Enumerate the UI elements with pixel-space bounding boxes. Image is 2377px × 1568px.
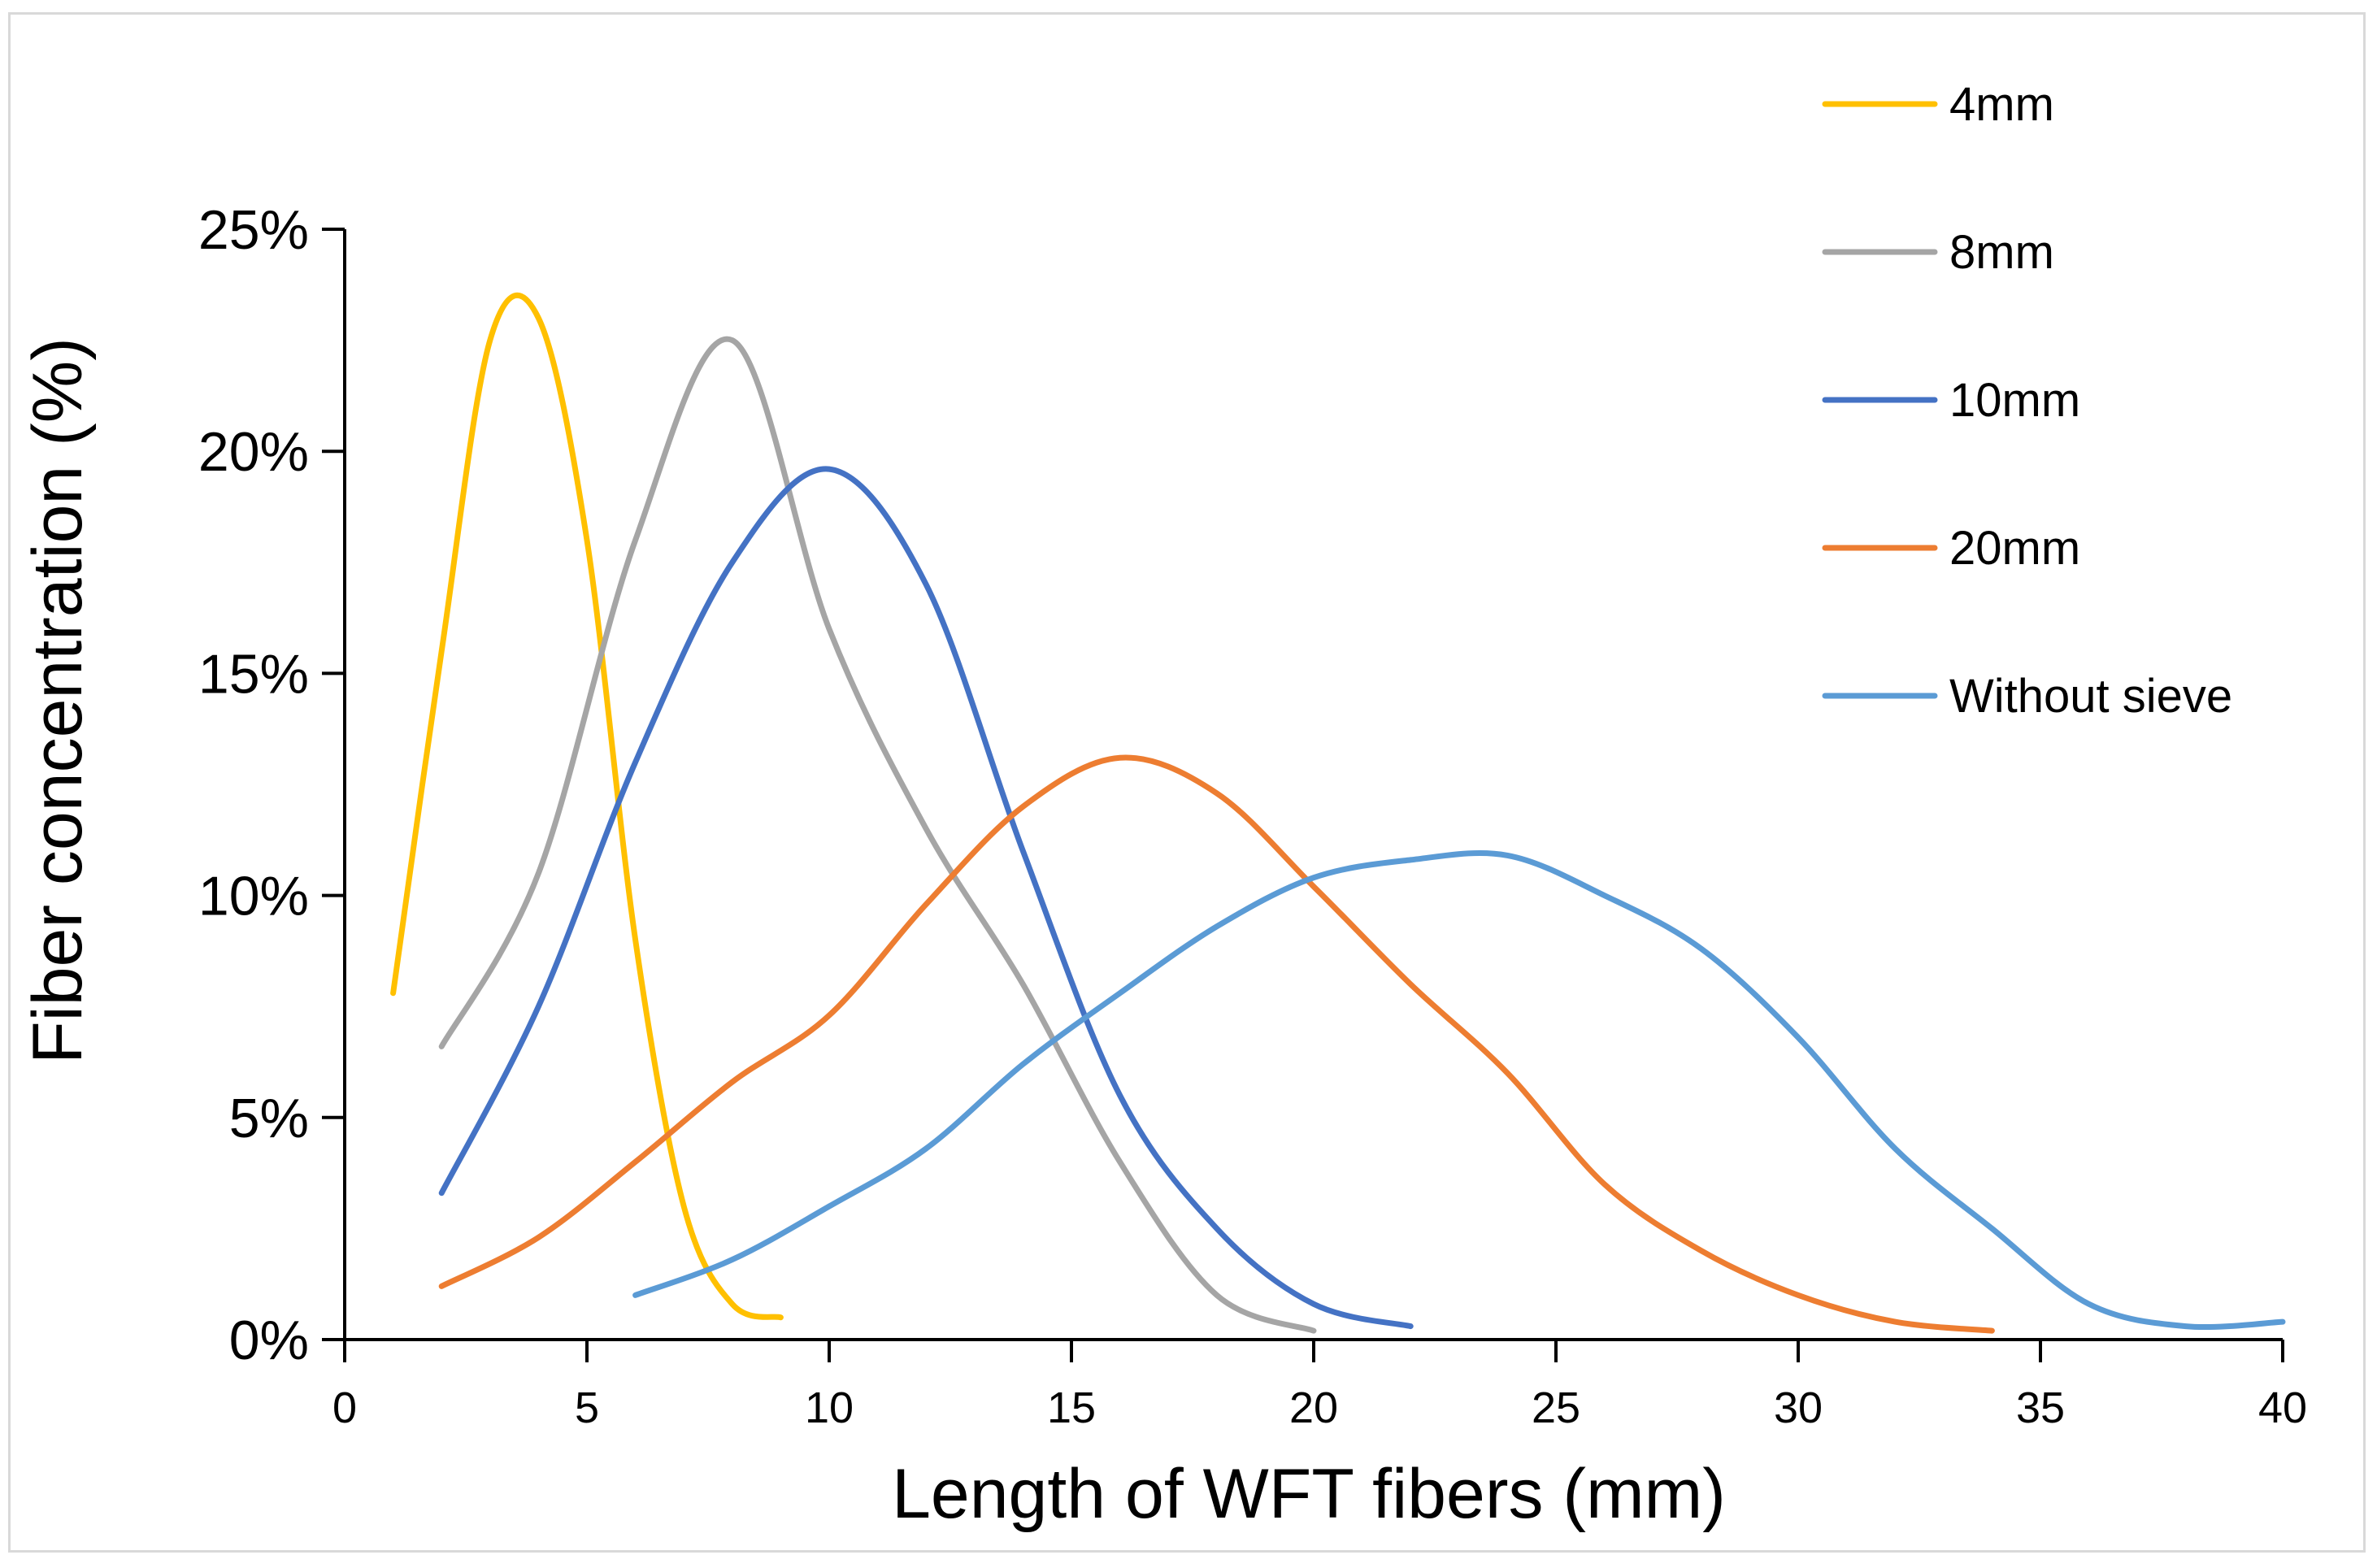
y-tick-label: 15% [198, 643, 309, 705]
y-axis-ticks: 0% 5% 10% 15% 20% 25% [198, 199, 345, 1371]
x-tick-label: 5 [575, 1383, 599, 1432]
y-tick-label: 25% [198, 199, 309, 261]
chart-frame [8, 12, 2366, 1553]
x-tick-label: 25 [1532, 1383, 1580, 1432]
series-line-4mm [390, 292, 784, 1321]
legend-label-20mm: 20mm [1949, 522, 2080, 575]
x-tick-label: 30 [1774, 1383, 1823, 1432]
x-tick-label: 10 [805, 1383, 854, 1432]
series-line-8mm [438, 336, 1317, 1334]
x-tick-label: 15 [1047, 1383, 1096, 1432]
series-line-10mm [438, 466, 1414, 1330]
series-line-without-sieve [632, 849, 2286, 1331]
x-axis-ticks: 0 5 10 15 20 25 30 35 40 [332, 1340, 2307, 1432]
legend: 4mm 8mm 10mm 20mm Without sieve [1822, 78, 2232, 723]
legend-label-10mm: 10mm [1949, 374, 2080, 427]
legend-label-4mm: 4mm [1949, 78, 2054, 131]
y-tick-label: 0% [229, 1310, 309, 1371]
series-layer [390, 292, 2286, 1334]
y-axis-title: Fiber concentration (%) [19, 337, 97, 1064]
x-axis-title: Length of WFT fibers (mm) [892, 1455, 1726, 1533]
x-tick-label: 20 [1289, 1383, 1338, 1432]
legend-label-8mm: 8mm [1949, 226, 2054, 279]
y-tick-label: 10% [198, 866, 309, 927]
x-tick-label: 0 [332, 1383, 357, 1432]
series-line-20mm [438, 754, 1995, 1334]
y-tick-label: 5% [229, 1088, 309, 1149]
x-tick-label: 35 [2016, 1383, 2065, 1432]
x-tick-label: 40 [2258, 1383, 2307, 1432]
legend-label-without-sieve: Without sieve [1949, 670, 2232, 723]
y-tick-label: 20% [198, 421, 309, 483]
